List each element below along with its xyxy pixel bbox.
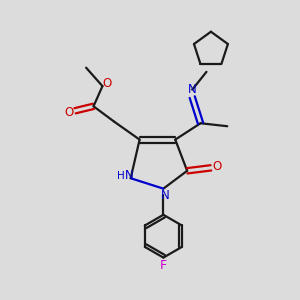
Text: N: N (125, 169, 134, 182)
Text: O: O (103, 76, 112, 90)
Text: N: N (160, 189, 169, 202)
Text: H: H (117, 171, 125, 181)
Text: O: O (64, 106, 73, 119)
Text: F: F (160, 260, 167, 272)
Text: O: O (213, 160, 222, 173)
Text: N: N (188, 83, 197, 96)
